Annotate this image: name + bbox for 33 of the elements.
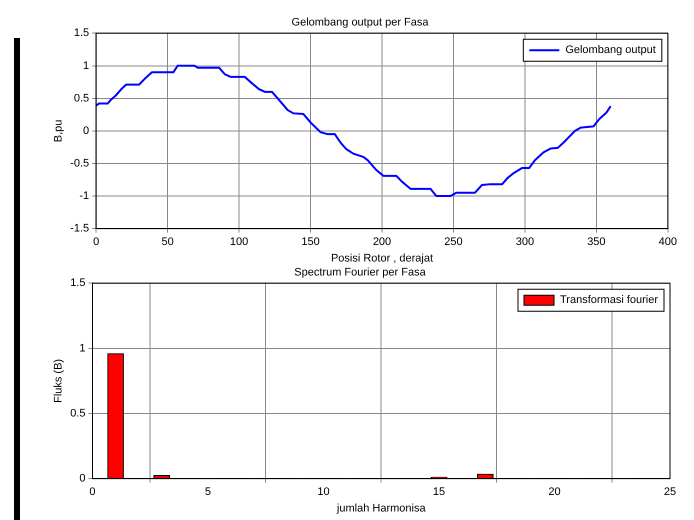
x-tick-label: 10 bbox=[317, 486, 330, 498]
x-tick-label: 350 bbox=[587, 236, 606, 248]
x-tick-label: 15 bbox=[432, 486, 446, 498]
legend-label: Transformasi fourier bbox=[560, 294, 658, 306]
x-tick-label: 20 bbox=[548, 486, 561, 498]
y-tick-label: 1 bbox=[79, 342, 86, 354]
y-tick-label: 1 bbox=[83, 60, 90, 72]
y-axis-title: Fluks (B) bbox=[52, 358, 65, 403]
x-tick-label: 0 bbox=[93, 236, 100, 248]
y-tick-label: 0 bbox=[83, 124, 90, 137]
legend-label: Gelombang output bbox=[565, 44, 656, 56]
x-tick-label: 300 bbox=[516, 236, 534, 248]
y-tick-label: 1.5 bbox=[70, 277, 86, 290]
x-tick-label: 25 bbox=[664, 486, 676, 498]
x-tick-label: 5 bbox=[204, 486, 212, 498]
x-tick-label: 150 bbox=[301, 236, 320, 248]
x-tick-label: 50 bbox=[161, 236, 174, 248]
chart-title: Spectrum Fourier per Fasa bbox=[294, 266, 427, 279]
x-tick-label: 100 bbox=[230, 236, 248, 248]
y-tick-label: -1 bbox=[79, 190, 90, 202]
x-tick-label: 400 bbox=[658, 236, 678, 248]
y-axis-title: B,pu bbox=[52, 120, 65, 142]
y-tick-label: 0.5 bbox=[70, 408, 86, 420]
y-tick-label: -0.5 bbox=[70, 158, 90, 170]
y-tick-label: 1.5 bbox=[74, 27, 90, 40]
y-tick-label: 0.5 bbox=[74, 92, 90, 104]
y-tick-label: -1.5 bbox=[70, 222, 90, 235]
x-tick-label: 250 bbox=[444, 236, 463, 248]
y-tick-label: 0 bbox=[79, 472, 86, 485]
x-tick-label: 200 bbox=[372, 236, 392, 248]
x-axis-title: jumlah Harmonisa bbox=[336, 502, 426, 514]
chart-title: Gelombang output per Fasa bbox=[292, 16, 430, 29]
x-axis-title: Posisi Rotor , derajat bbox=[330, 252, 434, 264]
